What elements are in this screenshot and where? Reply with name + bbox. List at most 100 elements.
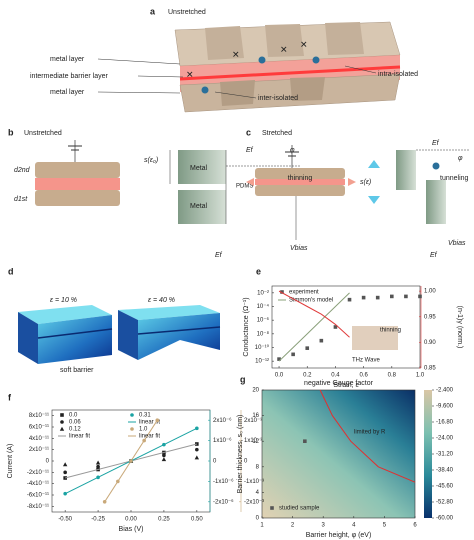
metal-label: Metal	[190, 203, 208, 210]
x-axis-label: Strain, ε	[333, 382, 358, 389]
y2-tick-label: 0.95	[424, 314, 436, 320]
metal-label: Metal	[190, 165, 208, 172]
simulation-illustration	[18, 305, 221, 364]
colorbar-label: -16.80	[436, 420, 454, 426]
panel-label: a	[150, 6, 156, 16]
legend-marker	[60, 413, 64, 417]
y-tick-label: 8	[256, 464, 260, 470]
annotation: thinning	[380, 328, 401, 334]
series-line	[278, 292, 350, 362]
x-axis-label: Barrier height, φ (eV)	[306, 532, 372, 539]
marker	[194, 455, 200, 460]
x-tick-label: 0.50	[191, 517, 203, 523]
legend-marker	[270, 506, 274, 510]
y3-tick-label: 2x10⁻³	[244, 418, 262, 424]
panel-label: f	[8, 392, 12, 402]
x-tick-label: 0.25	[158, 517, 170, 523]
legend-label: studied sample	[279, 506, 320, 512]
thickness-label: d1st	[14, 196, 28, 203]
legend-label: experiment	[289, 290, 319, 296]
marker	[291, 352, 295, 357]
svg-text:✕: ✕	[300, 39, 308, 49]
legend-label: 0.12	[69, 427, 81, 433]
marker	[375, 295, 380, 300]
annotation: THz Wave	[352, 358, 380, 364]
bias-label: Vbias	[448, 240, 466, 247]
marker	[303, 439, 307, 443]
panel-b: b Unstretched Ef φ s(ε₀) Metal PDMS Meta…	[8, 127, 308, 258]
marker	[62, 462, 68, 467]
marker	[319, 338, 324, 343]
legend-label: 0.31	[139, 413, 151, 419]
marker	[96, 464, 100, 469]
legend-marker	[59, 426, 65, 431]
x-tick-label: -0.50	[58, 517, 72, 523]
colorbar-label: -9.600	[436, 404, 454, 410]
annotation: limited by R	[354, 430, 386, 436]
colorbar-label: -24.00	[436, 436, 454, 442]
callout-label: intra-isolated	[378, 71, 418, 78]
panel-d: d ε = 10 % ε = 40 % soft barrier	[8, 266, 221, 374]
panel-c: c Stretched Ef φ thinning s(ε) tunneling…	[246, 127, 470, 259]
thinning-label: thinning	[288, 175, 313, 182]
y-tick-label: 12	[252, 439, 259, 445]
colorbar-label: -60.00	[436, 516, 454, 522]
callout-label: inter-isolated	[258, 95, 298, 102]
x-tick-label: 0.0	[275, 373, 284, 379]
panel-a: a Unstretched ✕ ✕ ✕ ✕ metal layer interm…	[30, 6, 418, 113]
x-tick-label: 1.0	[416, 373, 425, 379]
y-tick-label: -2x10⁻¹¹	[27, 470, 49, 476]
series-line	[104, 419, 158, 503]
barrier-label: soft barrier	[60, 367, 94, 374]
svg-text:✕: ✕	[280, 44, 288, 54]
colorbar-label: -2.400	[436, 388, 454, 394]
energy-label: φ	[458, 155, 463, 162]
layer-label: metal layer	[50, 89, 85, 96]
legend-marker	[130, 413, 134, 417]
energy-label: Ef	[432, 140, 440, 147]
y2-tick-label: -1x10⁻⁶	[213, 478, 234, 485]
y-tick-label: 20	[252, 388, 259, 394]
heatmap	[262, 390, 415, 518]
y-axis-label: Conductance (Ω⁻¹)	[243, 297, 250, 356]
y-tick-label: 4	[256, 490, 260, 496]
x-tick-label: 0.00	[125, 517, 137, 523]
legend-label: 0.0	[69, 413, 78, 419]
layer-illustration: ✕ ✕ ✕ ✕	[97, 21, 401, 113]
marker	[305, 346, 310, 350]
junction-illustration	[246, 145, 470, 224]
x-tick-label: 0.6	[359, 373, 368, 379]
pdms-label: PDMS	[236, 184, 253, 190]
colorbar-label: -52.80	[436, 500, 454, 506]
series-line	[319, 389, 416, 483]
colorbar-label: -38.40	[436, 468, 454, 474]
y-tick-label: -6x10⁻¹¹	[27, 493, 49, 499]
legend-label: 0.06	[69, 420, 81, 426]
marker	[390, 294, 394, 299]
panel-title: Unstretched	[168, 9, 206, 16]
y-tick-label: 8x10⁻¹¹	[29, 413, 49, 419]
y-tick-label: 10⁻¹²	[255, 359, 269, 365]
y-tick-label: 2x10⁻¹¹	[29, 447, 49, 453]
x-tick-label: 0.4	[331, 373, 340, 379]
energy-label: Ef	[430, 252, 438, 259]
strain-label: ε = 40 %	[148, 297, 175, 304]
plot-frame	[271, 285, 421, 369]
legend-label: linear fit	[139, 420, 160, 426]
legend-marker	[60, 420, 64, 424]
bias-label: Vbias	[290, 245, 308, 252]
gap-label: s(ε₀)	[144, 157, 158, 164]
marker	[195, 442, 199, 446]
series-line	[278, 290, 350, 338]
marker	[95, 460, 101, 465]
legend-label: Simmon's model	[289, 298, 333, 304]
y-tick-label: 10⁻¹⁰	[255, 344, 270, 351]
chart-title: negative Gauge factor	[304, 380, 374, 387]
svg-text:✕: ✕	[232, 49, 240, 59]
y-tick-label: 0	[256, 516, 260, 522]
y2-tick-label: 0.85	[424, 366, 436, 372]
colorbar	[424, 390, 432, 518]
marker	[333, 325, 338, 329]
marker	[63, 470, 67, 475]
